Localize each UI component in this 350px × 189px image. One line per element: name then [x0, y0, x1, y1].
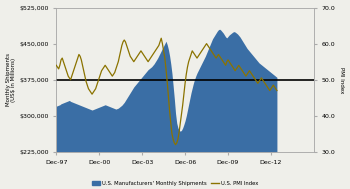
Y-axis label: PMI Index: PMI Index: [340, 67, 344, 93]
Y-axis label: Monthly Shipments
(US$ in Millions): Monthly Shipments (US$ in Millions): [6, 53, 16, 106]
Legend: U.S. Manufacturers' Monthly Shipments, U.S. PMI Index: U.S. Manufacturers' Monthly Shipments, U…: [90, 179, 260, 188]
